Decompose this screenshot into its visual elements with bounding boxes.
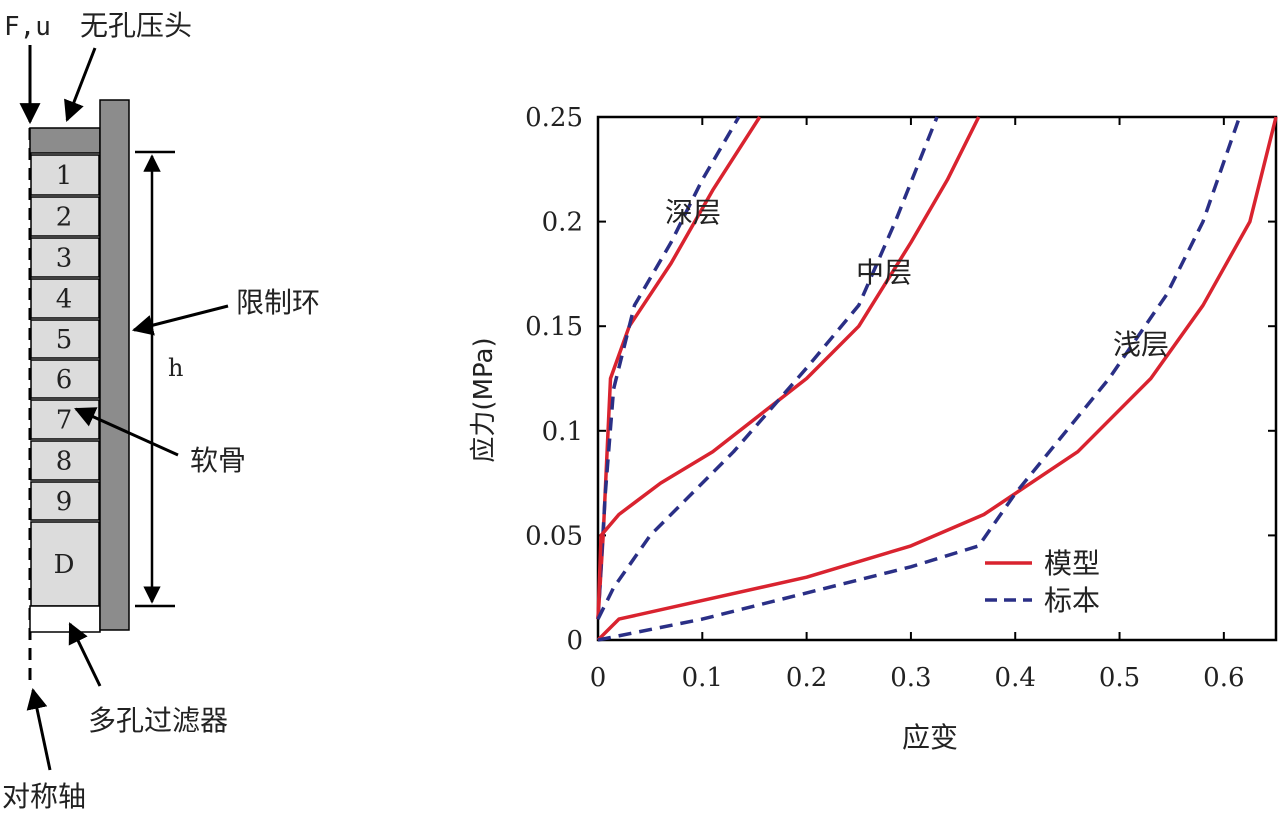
x-tick-label: 0.4 xyxy=(995,663,1036,693)
cartilage-layer xyxy=(30,521,100,607)
x-ticks: 0 0.1 0.2 0.3 0.4 0.5 0.6 xyxy=(590,117,1245,693)
confining-ring xyxy=(99,99,130,631)
annotation-middle: 中层 xyxy=(856,256,912,289)
cartilage-layer xyxy=(30,278,100,319)
y-tick-label: 0.15 xyxy=(525,312,583,342)
cartilage-callout-arrow xyxy=(74,407,179,457)
cartilage-layer xyxy=(30,319,100,359)
specimen-curve xyxy=(596,116,741,620)
y-ticks: 0 0.05 0.1 0.15 0.2 0.25 xyxy=(525,103,1276,656)
ring-label: 限制环 xyxy=(236,286,320,319)
x-tick-label: 0.3 xyxy=(890,663,931,693)
y-tick-label: 0.25 xyxy=(525,103,583,133)
data-series xyxy=(596,116,1278,642)
x-tick-label: 0.2 xyxy=(786,663,827,693)
cartilage-layer xyxy=(30,237,100,278)
indenter-block xyxy=(29,127,101,154)
x-tick-label: 0.1 xyxy=(682,663,723,693)
axis-label: 对称轴 xyxy=(2,780,86,813)
specimen-curve xyxy=(597,116,1242,642)
y-tick-label: 0 xyxy=(566,626,583,656)
cartilage-layers: 1 2 3 4 5 6 7 8 9 D xyxy=(30,154,100,607)
x-tick-label: 0.5 xyxy=(1099,663,1140,693)
cartilage-layer xyxy=(30,440,100,481)
cartilage-layer-number: D xyxy=(54,550,75,580)
specimen-curve xyxy=(596,116,939,620)
stress-strain-chart: 0 0.1 0.2 0.3 0.4 0.5 0.6 00.050.10.150.20.25 … xyxy=(469,103,1278,754)
cartilage-layer xyxy=(30,359,100,399)
cartilage-layer-number: 7 xyxy=(56,406,73,436)
cartilage-layer-number: 4 xyxy=(56,285,73,315)
model-curve xyxy=(596,116,981,620)
cartilage-layer-number: 9 xyxy=(56,487,73,517)
y-tick-label: 0.05 xyxy=(525,521,583,551)
cartilage-layer-number: 1 xyxy=(56,161,73,191)
height-label: h xyxy=(168,354,183,382)
y-axis-label: 应力(MPa) xyxy=(469,337,499,462)
x-axis-label: 应变 xyxy=(902,721,958,754)
legend-specimen-label: 标本 xyxy=(1044,584,1100,617)
annotation-shallow: 浅层 xyxy=(1113,328,1169,361)
compression-diagram: 1 2 3 4 5 6 7 8 9 D h F,u 无孔压头 限制环 软骨 多孔过滤器 对称轴 xyxy=(2,9,320,813)
model-curve xyxy=(596,116,1278,642)
cartilage-layer-number: 2 xyxy=(56,203,73,233)
cartilage-layer xyxy=(30,481,100,521)
legend: 模型 标本 xyxy=(985,547,1100,617)
cartilage-layer xyxy=(30,154,100,196)
y-tick-label: 0.2 xyxy=(542,208,583,238)
cartilage-layer-number: 8 xyxy=(56,447,73,477)
x-tick-label: 0 xyxy=(590,663,607,693)
filter-callout-arrow xyxy=(68,622,102,687)
cartilage-label: 软骨 xyxy=(190,444,246,477)
cartilage-layer-number: 3 xyxy=(56,244,73,274)
axis-callout-arrow xyxy=(26,687,52,771)
cartilage-layer xyxy=(30,196,100,237)
model-curve xyxy=(596,116,762,620)
ring-callout-arrow xyxy=(131,304,229,336)
annotation-deep: 深层 xyxy=(665,196,721,229)
y-tick-label: 0.1 xyxy=(542,417,583,447)
legend-model-label: 模型 xyxy=(1044,547,1100,580)
indenter-callout-arrow xyxy=(64,47,97,122)
indenter-label: 无孔压头 xyxy=(80,9,192,42)
cartilage-layer-number: 6 xyxy=(56,365,73,395)
cartilage-layer-number: 5 xyxy=(56,325,73,355)
x-tick-label: 0.6 xyxy=(1203,663,1244,693)
porous-filter-block xyxy=(29,605,101,633)
force-label: F,u xyxy=(4,12,51,42)
filter-label: 多孔过滤器 xyxy=(88,704,228,737)
